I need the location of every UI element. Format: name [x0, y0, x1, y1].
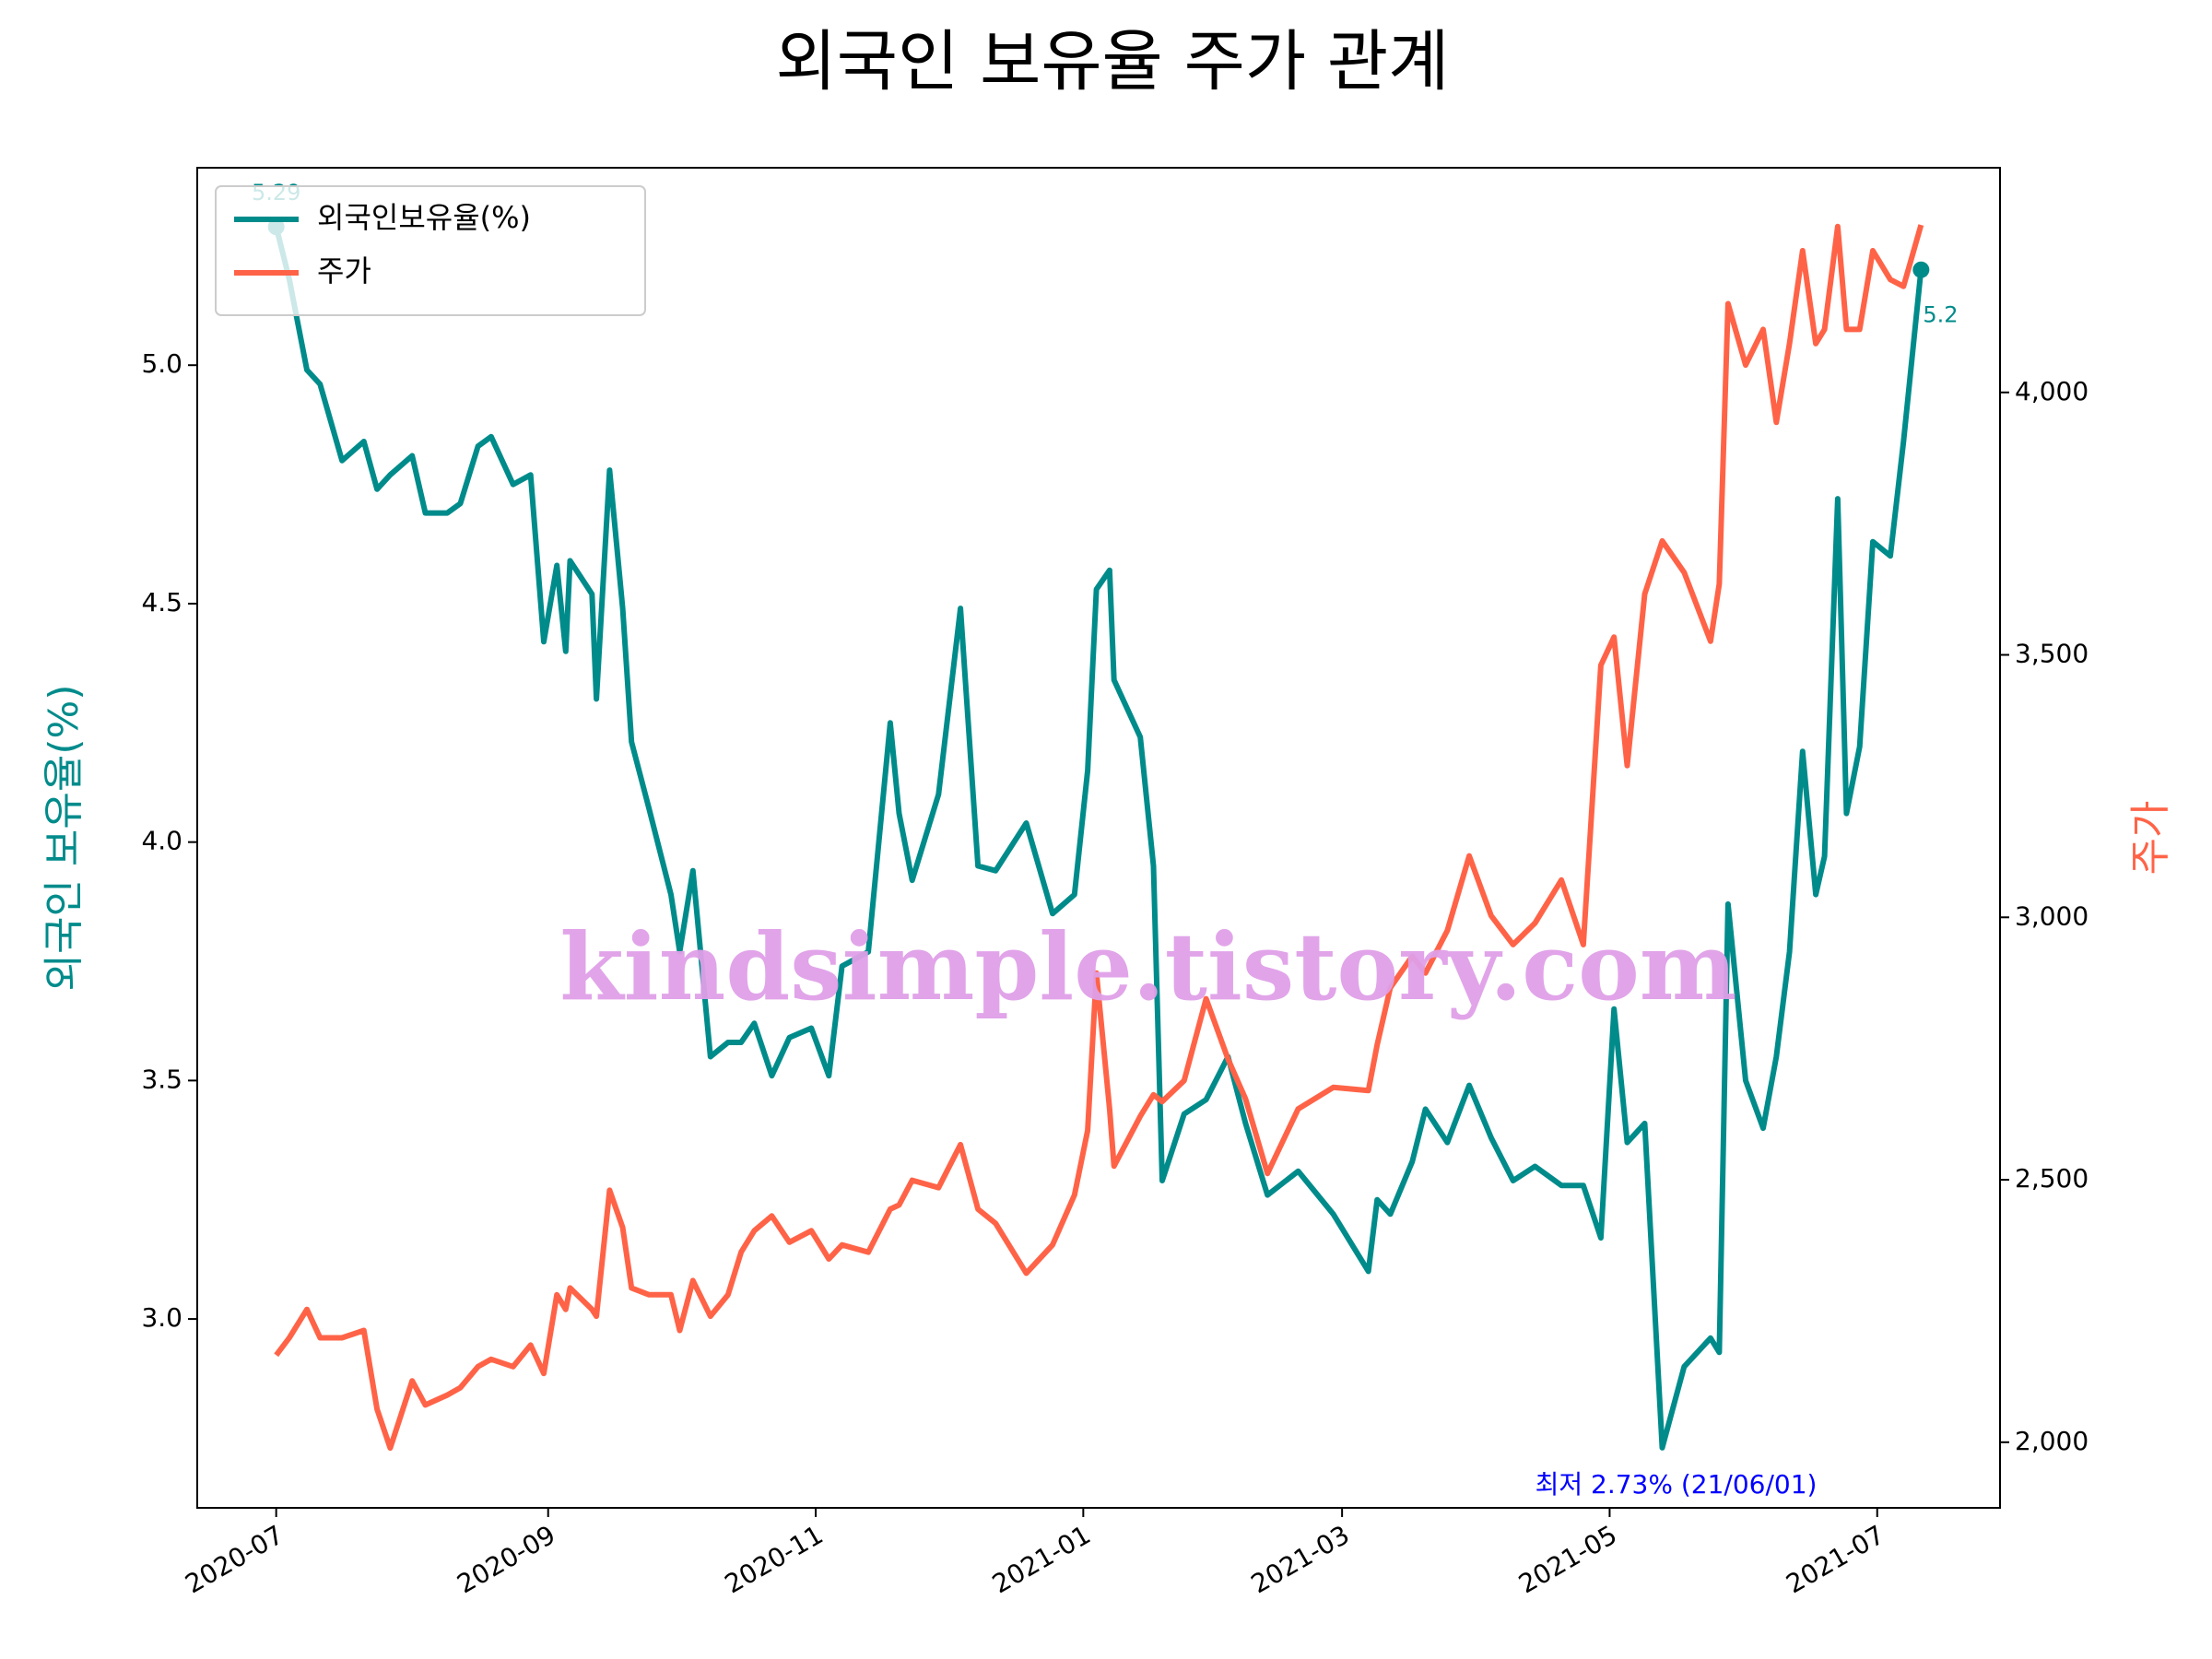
y2-tick-label: 2,000 [2015, 1426, 2088, 1456]
legend: 외국인보유율(%) 주가 [215, 185, 646, 316]
y-axis-label: 외국인 보유율(%) [41, 684, 88, 991]
watermark: kindsimple.tistory.com [559, 912, 1736, 1021]
series-line [274, 223, 1924, 1452]
y2-tick-label: 4,000 [2015, 376, 2088, 406]
y-tick-label: 4.5 [141, 587, 182, 618]
legend-label: 외국인보유율(%) [317, 200, 531, 235]
point-label: 5.2 [1923, 302, 1958, 328]
y-tick-label: 4.0 [141, 826, 182, 856]
y2-tick-label: 3,500 [2015, 639, 2088, 669]
legend-box [215, 185, 646, 316]
y-tick-label: 3.5 [141, 1064, 182, 1094]
y-tick-label: 5.0 [141, 348, 182, 379]
y2-tick-label: 3,000 [2015, 900, 2088, 931]
legend-label: 주가 [317, 253, 371, 288]
plot-frame [196, 167, 2001, 1509]
y2-axis-label: 주가 [2127, 801, 2174, 876]
chart-title: 외국인 보유율 주가 관계 [775, 23, 1449, 100]
y2-tick-label: 2,500 [2015, 1163, 2088, 1194]
point-marker [1912, 261, 1930, 278]
y-tick-label: 3.0 [141, 1302, 182, 1333]
series-line [273, 226, 1924, 1451]
min-annotation: 최저 2.73% (21/06/01) [1535, 1469, 1818, 1500]
